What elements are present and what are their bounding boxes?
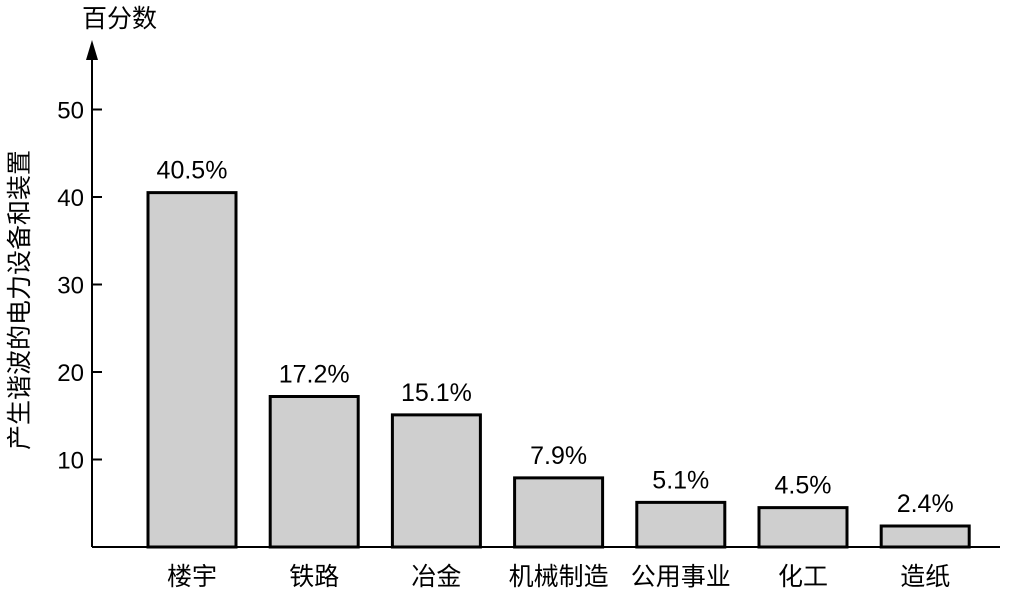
bar bbox=[146, 191, 238, 549]
data-label: 2.4% bbox=[897, 490, 954, 518]
category-label: 化工 bbox=[778, 562, 828, 591]
y-tick-label: 40 bbox=[57, 185, 84, 212]
data-label: 40.5% bbox=[157, 157, 228, 185]
category-label: 造纸 bbox=[900, 562, 950, 591]
data-label: 7.9% bbox=[530, 442, 587, 470]
y-tick-label: 30 bbox=[57, 273, 84, 300]
y-ticks: 10 20 30 40 50 bbox=[57, 98, 102, 475]
y-tick-label: 20 bbox=[57, 360, 84, 387]
data-label: 15.1% bbox=[401, 379, 472, 407]
y-axis-title: 产生谐波的电力设备和装置 bbox=[5, 150, 34, 450]
data-labels: 40.5% 17.2% 15.1% 7.9% 5.1% 4.5% 2.4% bbox=[157, 157, 954, 518]
y-tick-label: 10 bbox=[57, 448, 84, 475]
data-label: 17.2% bbox=[279, 361, 350, 389]
category-label: 冶金 bbox=[411, 562, 461, 591]
bar bbox=[879, 524, 971, 549]
bar bbox=[757, 506, 849, 549]
y-axis-arrow bbox=[86, 40, 98, 60]
category-label: 楼宇 bbox=[167, 562, 217, 591]
category-label: 铁路 bbox=[289, 562, 339, 591]
bar bbox=[635, 500, 727, 549]
data-label: 4.5% bbox=[775, 472, 832, 500]
category-label: 机械制造 bbox=[509, 562, 609, 591]
bar bbox=[513, 476, 605, 549]
bar bbox=[390, 413, 482, 549]
data-label: 5.1% bbox=[652, 466, 709, 494]
category-labels: 楼宇 铁路 冶金 机械制造 公用事业 化工 造纸 bbox=[167, 562, 950, 591]
category-label: 公用事业 bbox=[631, 562, 731, 591]
bar bbox=[268, 395, 360, 549]
bars bbox=[146, 191, 971, 549]
y-tick-label: 50 bbox=[57, 98, 84, 125]
y-unit-label: 百分数 bbox=[82, 4, 157, 33]
